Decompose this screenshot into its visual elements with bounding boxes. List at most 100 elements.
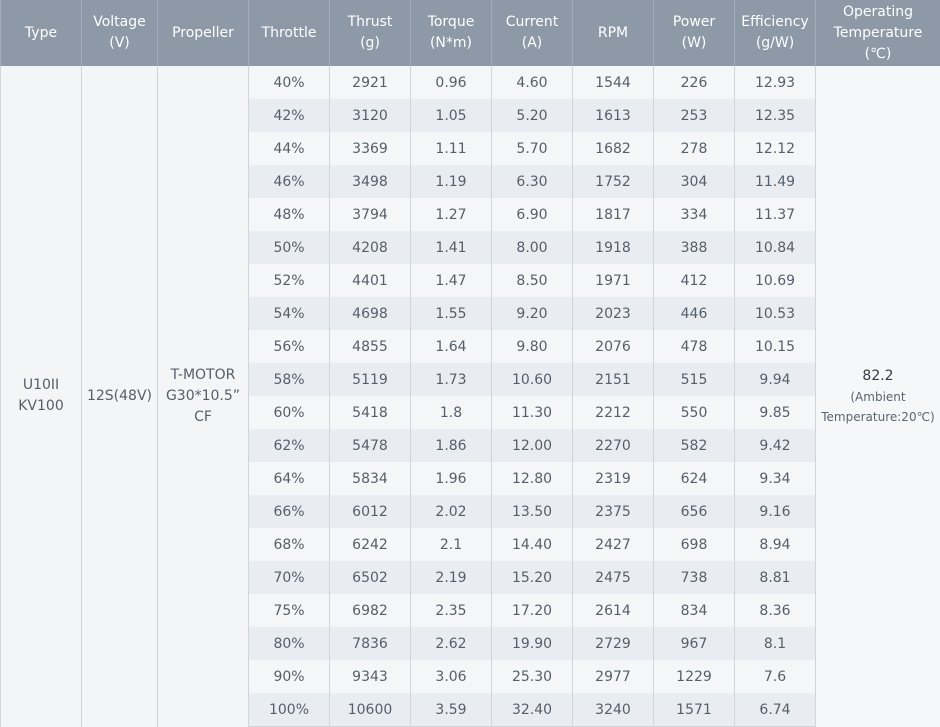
throttle-cell: 66% bbox=[248, 495, 330, 528]
thrust-cell: 2921 bbox=[329, 66, 411, 99]
current-cell: 8.00 bbox=[491, 231, 573, 264]
table-row: 70% 6502 2.19 15.20 2475 738 8.81 bbox=[1, 561, 940, 594]
throttle-cell: 68% bbox=[248, 528, 330, 561]
thrust-cell: 3498 bbox=[329, 165, 411, 198]
power-cell: 1229 bbox=[653, 660, 735, 693]
table-row: 100% 10600 3.59 32.40 3240 1571 6.74 bbox=[1, 693, 940, 727]
power-cell: 412 bbox=[653, 264, 735, 297]
table-row: 66% 6012 2.02 13.50 2375 656 9.16 bbox=[1, 495, 940, 528]
current-cell: 8.50 bbox=[491, 264, 573, 297]
header-propeller: Propeller bbox=[157, 0, 249, 66]
throttle-cell: 46% bbox=[248, 165, 330, 198]
temperature-note-line2: Temperature:20℃) bbox=[821, 410, 935, 425]
torque-cell: 1.41 bbox=[410, 231, 492, 264]
torque-cell: 1.19 bbox=[410, 165, 492, 198]
torque-cell: 2.62 bbox=[410, 627, 492, 660]
propeller-line3: CF bbox=[194, 408, 212, 425]
torque-cell: 2.1 bbox=[410, 528, 492, 561]
current-cell: 14.40 bbox=[491, 528, 573, 561]
current-cell: 25.30 bbox=[491, 660, 573, 693]
header-current-line2: (A) bbox=[521, 35, 543, 51]
header-type-line1: Type bbox=[24, 24, 58, 41]
temperature-value: 82.2 bbox=[862, 368, 894, 385]
throttle-cell: 80% bbox=[248, 627, 330, 660]
rpm-cell: 2614 bbox=[572, 594, 654, 627]
rpm-cell: 1544 bbox=[572, 66, 654, 99]
table-row: 75% 6982 2.35 17.20 2614 834 8.36 bbox=[1, 594, 940, 627]
table-row: 68% 6242 2.1 14.40 2427 698 8.94 bbox=[1, 528, 940, 561]
header-power-line2: (W) bbox=[681, 35, 707, 51]
current-cell: 19.90 bbox=[491, 627, 573, 660]
power-cell: 967 bbox=[653, 627, 735, 660]
efficiency-cell: 10.15 bbox=[734, 330, 816, 363]
efficiency-cell: 10.84 bbox=[734, 231, 816, 264]
power-cell: 1571 bbox=[653, 693, 735, 727]
header-operating-temperature: Operating Temperature (℃) bbox=[815, 0, 940, 66]
power-cell: 656 bbox=[653, 495, 735, 528]
throttle-cell: 56% bbox=[248, 330, 330, 363]
throttle-cell: 100% bbox=[248, 693, 330, 727]
power-cell: 834 bbox=[653, 594, 735, 627]
current-cell: 6.90 bbox=[491, 198, 573, 231]
rpm-cell: 1682 bbox=[572, 132, 654, 165]
header-rpm-line1: RPM bbox=[597, 24, 629, 41]
propeller-line1: T-MOTOR bbox=[170, 366, 236, 383]
current-cell: 9.80 bbox=[491, 330, 573, 363]
throttle-cell: 40% bbox=[248, 66, 330, 99]
header-operating-temperature-line1: Operating bbox=[843, 3, 913, 20]
header-type: Type bbox=[0, 0, 82, 66]
header-propeller-line1: Propeller bbox=[172, 24, 234, 41]
thrust-cell: 4698 bbox=[329, 297, 411, 330]
table-row: 50% 4208 1.41 8.00 1918 388 10.84 bbox=[1, 231, 940, 264]
power-cell: 278 bbox=[653, 132, 735, 165]
power-cell: 738 bbox=[653, 561, 735, 594]
efficiency-cell: 11.49 bbox=[734, 165, 816, 198]
current-cell: 10.60 bbox=[491, 363, 573, 396]
table-row: U10II KV100 12S(48V) T-MOTOR G30*10.5” CF 40% 2… bbox=[0, 66, 940, 727]
throttle-cell: 50% bbox=[248, 231, 330, 264]
power-cell: 226 bbox=[653, 66, 735, 99]
rpm-cell: 2375 bbox=[572, 495, 654, 528]
efficiency-cell: 10.69 bbox=[734, 264, 816, 297]
power-cell: 304 bbox=[653, 165, 735, 198]
rpm-cell: 2475 bbox=[572, 561, 654, 594]
rpm-cell: 2977 bbox=[572, 660, 654, 693]
torque-cell: 1.96 bbox=[410, 462, 492, 495]
table-row: 58% 5119 1.73 10.60 2151 515 9.94 bbox=[1, 363, 940, 396]
throttle-cell: 58% bbox=[248, 363, 330, 396]
power-cell: 582 bbox=[653, 429, 735, 462]
header-current: Current (A) bbox=[491, 0, 573, 66]
header-voltage-line2: (V) bbox=[109, 35, 130, 51]
power-cell: 446 bbox=[653, 297, 735, 330]
rpm-cell: 1918 bbox=[572, 231, 654, 264]
torque-cell: 3.06 bbox=[410, 660, 492, 693]
current-cell: 12.80 bbox=[491, 462, 573, 495]
operating-temperature-cell: 82.2 (Ambient Temperature:20℃) bbox=[815, 66, 940, 727]
power-cell: 388 bbox=[653, 231, 735, 264]
table-row: 54% 4698 1.55 9.20 2023 446 10.53 bbox=[1, 297, 940, 330]
throttle-cell: 44% bbox=[248, 132, 330, 165]
header-torque-line2: (N*m) bbox=[429, 35, 473, 51]
table-header: Type Voltage (V) Propeller Throttle Thrust (g)… bbox=[0, 0, 940, 66]
thrust-cell: 3369 bbox=[329, 132, 411, 165]
efficiency-cell: 9.85 bbox=[734, 396, 816, 429]
efficiency-cell: 9.34 bbox=[734, 462, 816, 495]
header-efficiency-line2: (g/W) bbox=[755, 35, 795, 51]
rpm-cell: 1817 bbox=[572, 198, 654, 231]
rpm-cell: 2319 bbox=[572, 462, 654, 495]
throttle-cell: 54% bbox=[248, 297, 330, 330]
thrust-cell: 9343 bbox=[329, 660, 411, 693]
efficiency-cell: 8.94 bbox=[734, 528, 816, 561]
thrust-cell: 3120 bbox=[329, 99, 411, 132]
table-row: 64% 5834 1.96 12.80 2319 624 9.34 bbox=[1, 462, 940, 495]
voltage-cell: 12S(48V) bbox=[81, 66, 158, 727]
header-torque-line1: Torque bbox=[427, 14, 475, 30]
throttle-cell: 90% bbox=[248, 660, 330, 693]
efficiency-cell: 11.37 bbox=[734, 198, 816, 231]
rpm-cell: 1971 bbox=[572, 264, 654, 297]
rpm-cell: 2270 bbox=[572, 429, 654, 462]
power-cell: 624 bbox=[653, 462, 735, 495]
current-cell: 13.50 bbox=[491, 495, 573, 528]
efficiency-cell: 8.81 bbox=[734, 561, 816, 594]
torque-cell: 1.05 bbox=[410, 99, 492, 132]
